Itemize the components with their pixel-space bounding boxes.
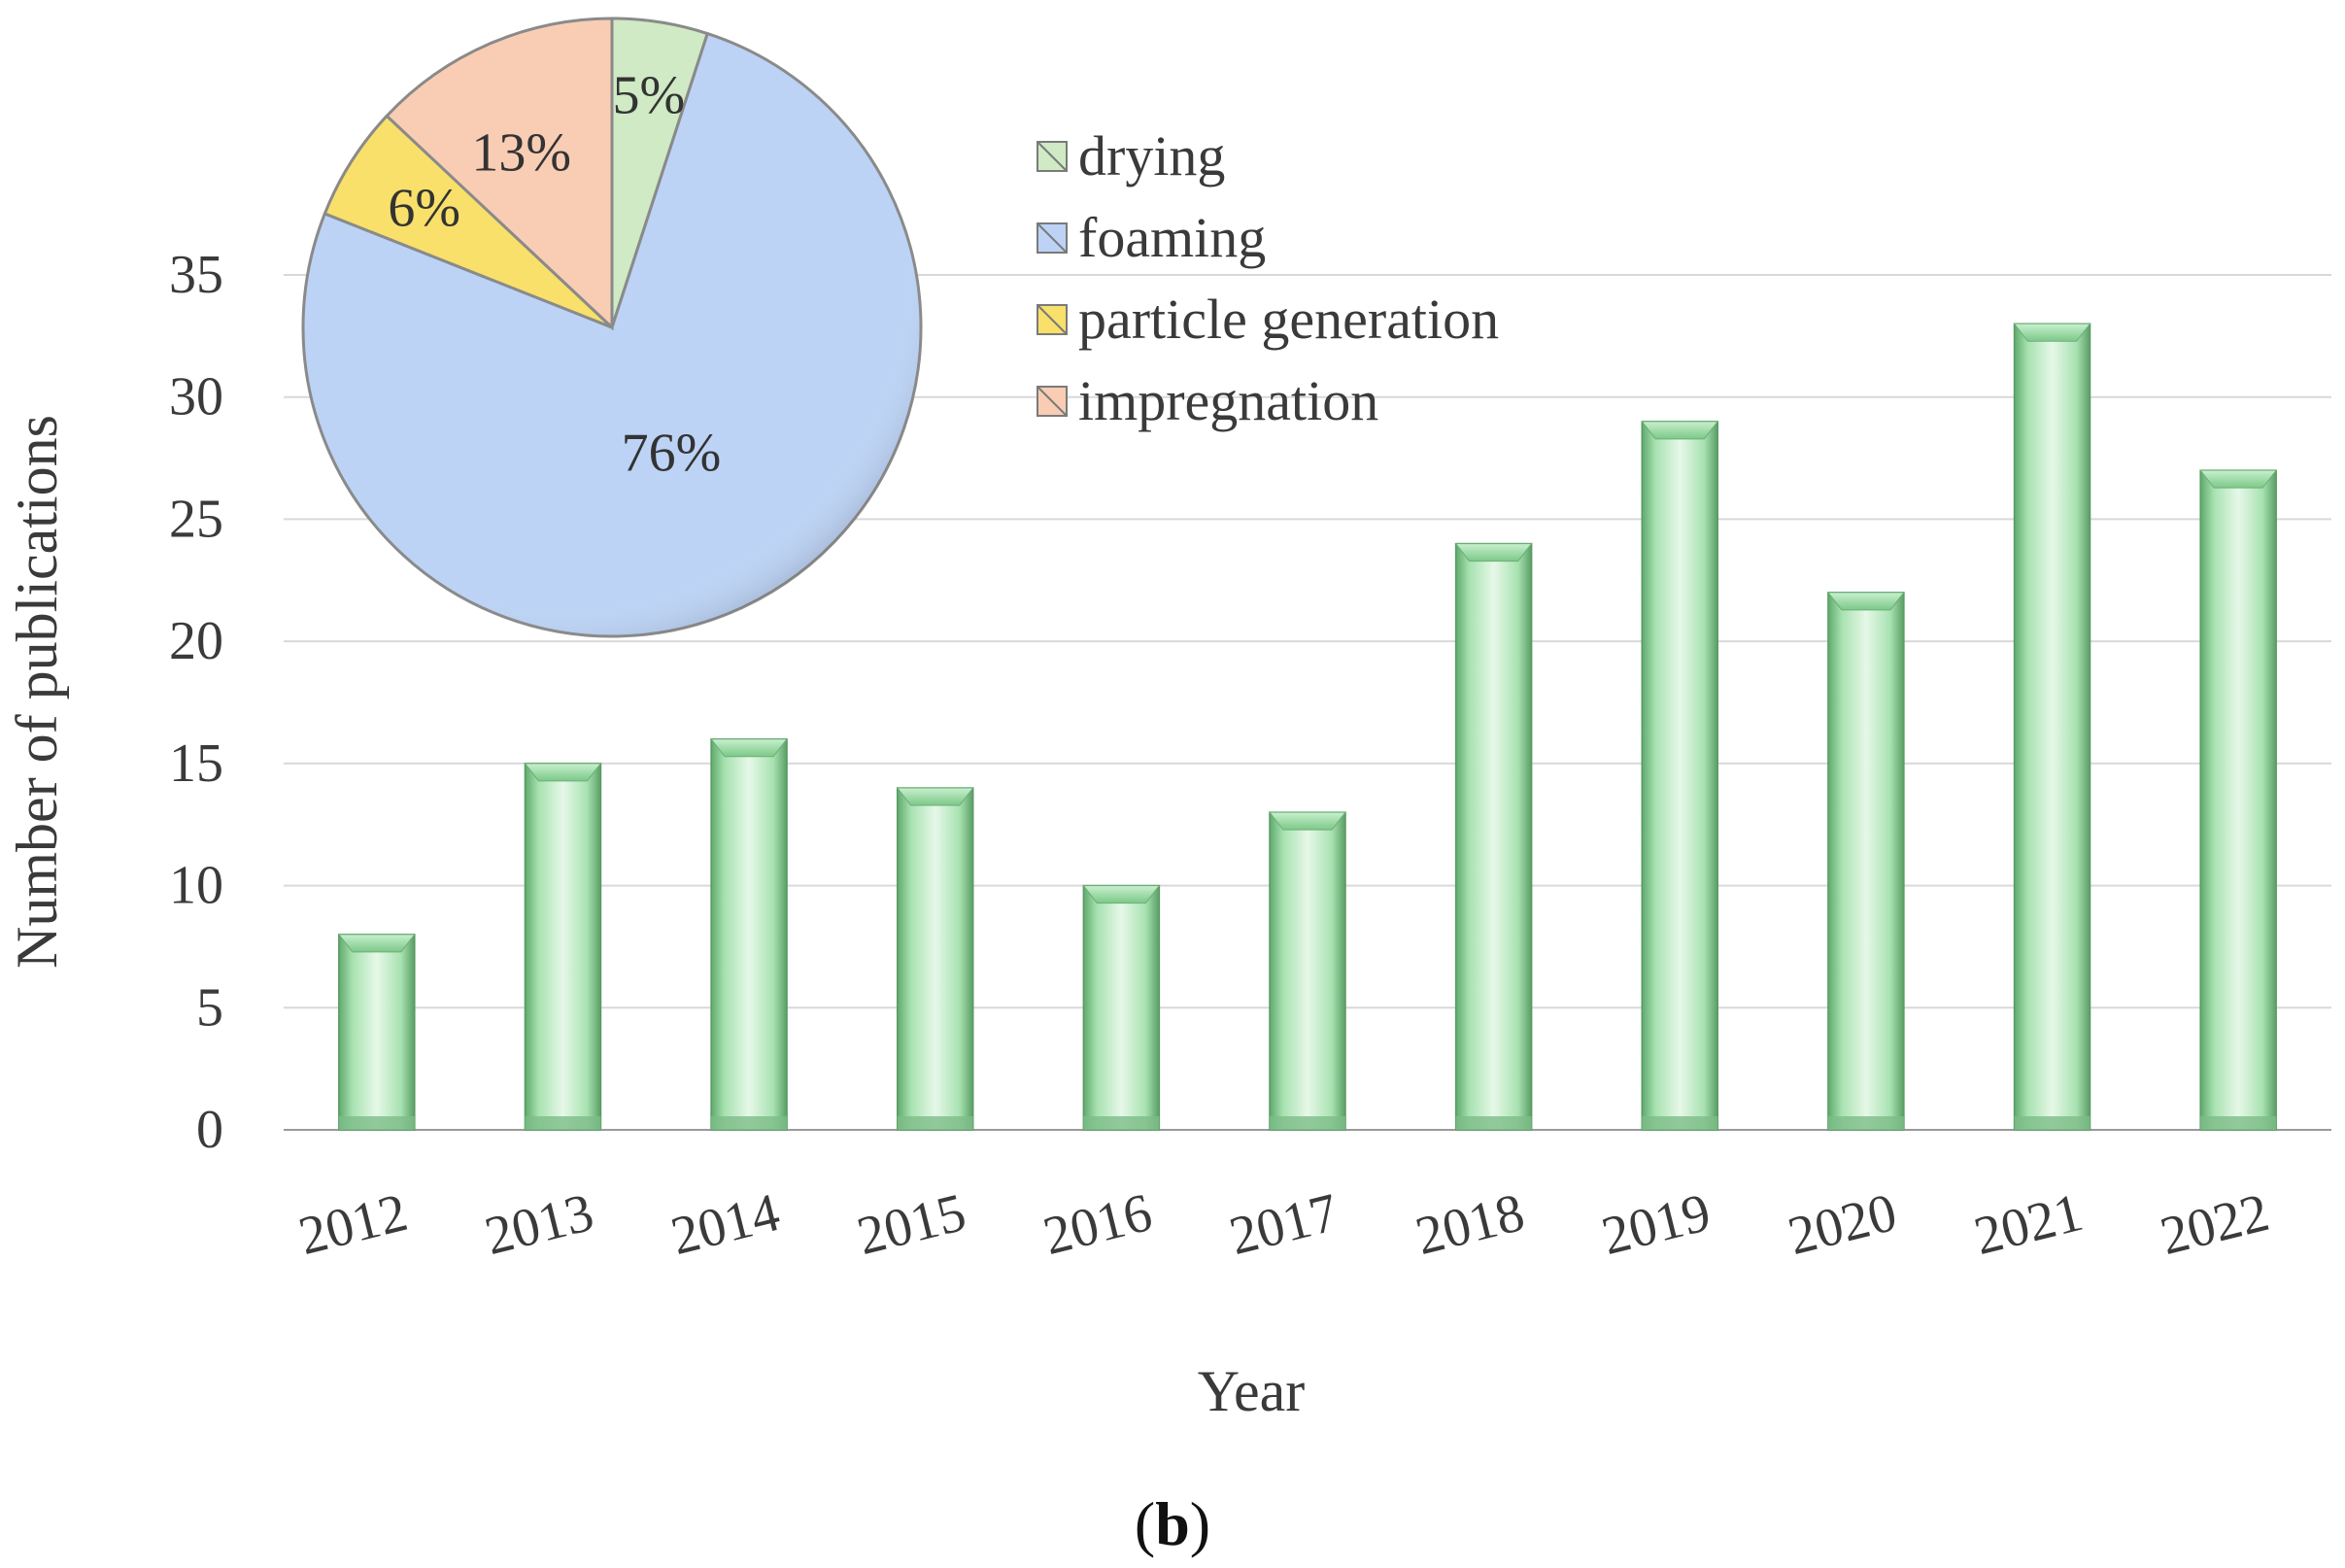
bar [1082, 884, 1161, 1131]
panel-label: (b) [1135, 1489, 1210, 1558]
x-tick-label: 2014 [665, 1182, 786, 1267]
bar [337, 934, 416, 1131]
legend: drying foaming particle generation impregna… [1037, 124, 1499, 432]
bar [2013, 323, 2091, 1131]
y-tick-label: 35 [169, 245, 223, 305]
bar [710, 737, 789, 1131]
y-tick-label: 10 [169, 856, 223, 916]
legend-label: particle generation [1078, 288, 1499, 351]
y-tick-labels: 0 5 10 15 20 25 30 35 [169, 245, 223, 1160]
x-tick-label: 2020 [1783, 1182, 1903, 1267]
y-tick-label: 5 [196, 977, 223, 1038]
x-tick-label: 2017 [1224, 1182, 1344, 1267]
x-tick-label: 2022 [2155, 1182, 2275, 1267]
legend-item: foaming [1037, 206, 1266, 269]
bar [1454, 542, 1533, 1131]
x-tick-label: 2019 [1596, 1182, 1716, 1267]
x-tick-label: 2021 [1968, 1182, 2089, 1267]
pie-label: 6% [388, 178, 460, 238]
y-tick-label: 15 [169, 733, 223, 794]
y-tick-label: 30 [169, 367, 223, 427]
bar [896, 787, 974, 1131]
bar [2199, 469, 2278, 1131]
bar [1268, 811, 1347, 1131]
x-tick-label: 2016 [1037, 1182, 1158, 1267]
legend-item: drying [1037, 124, 1225, 187]
bars [337, 323, 2278, 1131]
legend-item: impregnation [1037, 369, 1378, 432]
legend-label: impregnation [1078, 369, 1378, 432]
bar [524, 763, 602, 1131]
pie-chart: 5% 76% 6%13% [301, 17, 923, 638]
legend-label: drying [1078, 124, 1225, 187]
y-tick-label: 25 [169, 489, 223, 549]
bar [1641, 421, 1719, 1131]
x-axis-title: Year [1198, 1359, 1306, 1423]
x-tick-label: 2015 [852, 1182, 972, 1267]
legend-label: foaming [1078, 206, 1266, 269]
x-tick-label: 2018 [1410, 1182, 1530, 1267]
y-tick-label: 0 [196, 1100, 223, 1160]
legend-item: particle generation [1037, 288, 1499, 351]
pie-labels: 5% 76% 6%13% [388, 65, 721, 483]
bar [1826, 592, 1905, 1131]
x-tick-labels: 2012 2013 2014 2015 2016 2017 2018 2019 2020 2021… [293, 1182, 2275, 1267]
pie-label: 76% [622, 423, 722, 483]
y-tick-label: 20 [169, 611, 223, 671]
pie-label: 5% [612, 65, 685, 125]
pie-label: 13% [471, 123, 571, 184]
x-tick-label: 2013 [479, 1182, 599, 1267]
x-tick-label: 2012 [293, 1182, 414, 1267]
y-axis-title: Number of publications [5, 415, 69, 969]
